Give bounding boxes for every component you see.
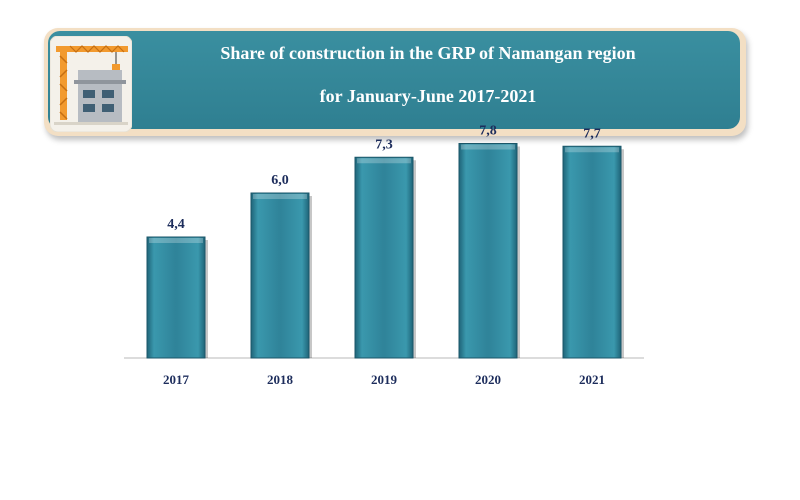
x-tick-label-2017: 2017 xyxy=(163,372,190,387)
bar-2017 xyxy=(146,236,206,359)
x-tick-label-2018: 2018 xyxy=(267,372,294,387)
bar-highlight xyxy=(461,144,515,150)
bar-highlight xyxy=(149,238,203,243)
construction-crane-building-icon xyxy=(50,36,132,132)
bar-2018 xyxy=(250,192,310,359)
x-tick-label-2020: 2020 xyxy=(475,372,501,387)
bar-2020 xyxy=(458,143,518,359)
bar-highlight xyxy=(357,158,411,164)
x-tick-label-2021: 2021 xyxy=(579,372,605,387)
data-label-2018: 6,0 xyxy=(271,173,289,188)
data-label-2019: 7,3 xyxy=(375,137,393,152)
bar-2021 xyxy=(562,145,622,359)
title-banner-frame: Share of construction in the GRP of Nama… xyxy=(44,28,746,136)
data-label-2017: 4,4 xyxy=(167,217,185,232)
title-banner: Share of construction in the GRP of Nama… xyxy=(48,31,740,129)
bar-2019 xyxy=(354,156,414,359)
x-tick-label-2019: 2019 xyxy=(371,372,398,387)
data-label-2021: 7,7 xyxy=(583,126,601,141)
chart-title-line-2: for January-June 2017-2021 xyxy=(319,86,537,106)
bar-highlight xyxy=(565,147,619,153)
data-label-2020: 7,8 xyxy=(479,124,497,139)
chart-title-line-1: Share of construction in the GRP of Nama… xyxy=(220,43,636,63)
bar-highlight xyxy=(253,194,307,199)
